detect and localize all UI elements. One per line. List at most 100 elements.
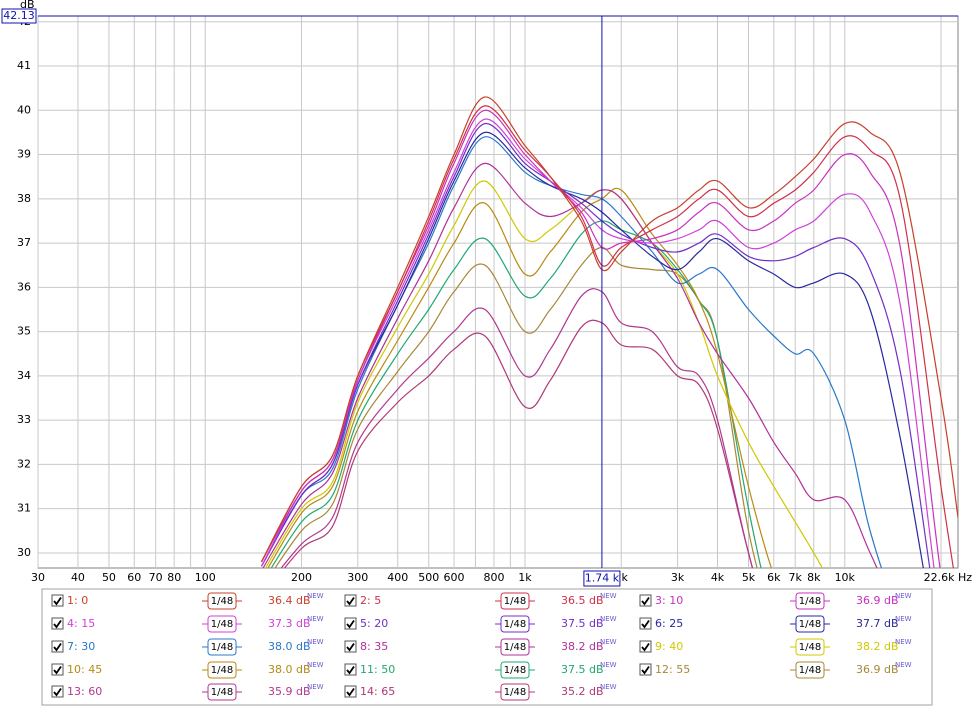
legend-new: NEW <box>600 661 617 669</box>
x-tick-label: 70 <box>149 571 163 584</box>
legend-check <box>53 642 62 652</box>
smoothing-box <box>500 615 530 633</box>
x-tick-label: 600 <box>444 571 465 584</box>
smoothing-label: 1/48 <box>211 687 233 698</box>
legend-name: 3: 10 <box>655 594 683 607</box>
smoothing-label: 1/48 <box>504 687 526 698</box>
cursor-x-label: 1.74 k <box>585 572 620 585</box>
legend-checkbox <box>344 685 357 698</box>
smoothing-box <box>795 592 825 610</box>
smoothing-box <box>207 592 237 610</box>
smoothing-label: 1/48 <box>211 642 233 653</box>
legend-check <box>346 619 355 629</box>
smoothing-box <box>207 683 237 701</box>
smoothing-box <box>500 638 530 656</box>
smoothing-box <box>500 683 530 701</box>
smoothing-label: 1/48 <box>799 596 821 607</box>
legend-new: NEW <box>895 592 912 600</box>
x-tick-label: 50 <box>102 571 116 584</box>
legend-name: 14: 65 <box>360 685 395 698</box>
smoothing-label: 1/48 <box>799 642 821 653</box>
legend-check <box>53 619 62 629</box>
legend-name: 7: 30 <box>67 640 95 653</box>
cursor-y-box <box>1 8 37 24</box>
cursor-x-box <box>583 570 621 587</box>
x-tick-label: 30 <box>31 571 45 584</box>
smoothing-box <box>207 661 237 679</box>
y-tick-label: 38 <box>17 192 31 205</box>
curves <box>260 96 958 568</box>
legend-name: 12: 55 <box>655 663 690 676</box>
legend-checkbox <box>639 640 652 653</box>
smoothing-label: 1/48 <box>799 619 821 630</box>
legend-name: 13: 60 <box>67 685 102 698</box>
cursor-y-label: 42.13 <box>3 9 35 22</box>
legend-name: 4: 15 <box>67 617 95 630</box>
legend-value: 37.5 dB <box>561 617 604 630</box>
y-tick-label: 36 <box>17 280 31 293</box>
legend-name: 8: 35 <box>360 640 388 653</box>
legend-new: NEW <box>307 615 324 623</box>
legend-name: 9: 40 <box>655 640 683 653</box>
smoothing-box <box>795 615 825 633</box>
legend-checkbox <box>639 594 652 607</box>
legend-new: NEW <box>600 683 617 691</box>
legend-checkbox <box>344 594 357 607</box>
smoothing-label: 1/48 <box>799 665 821 676</box>
y-tick-label: 37 <box>17 236 31 249</box>
smoothing-box <box>795 638 825 656</box>
series-line <box>260 123 931 568</box>
x-tick-label: 300 <box>347 571 368 584</box>
legend-checkbox <box>51 617 64 630</box>
legend-name: 6: 25 <box>655 617 683 630</box>
legend-checkbox <box>51 640 64 653</box>
legend-new: NEW <box>895 638 912 646</box>
x-tick-label: 100 <box>195 571 216 584</box>
legend-new: NEW <box>895 615 912 623</box>
legend-new: NEW <box>307 638 324 646</box>
legend-check <box>641 619 650 629</box>
smoothing-label: 1/48 <box>211 596 233 607</box>
legend-value: 37.5 dB <box>561 663 604 676</box>
legend-name: 1: 0 <box>67 594 88 607</box>
x-tick-label: 8k <box>807 571 821 584</box>
plot-area <box>37 15 959 569</box>
legend-panel <box>41 588 933 706</box>
legend-new: NEW <box>600 615 617 623</box>
legend-check <box>346 687 355 697</box>
smoothing-box <box>207 615 237 633</box>
y-tick-label: 34 <box>17 369 31 382</box>
x-tick-label: 40 <box>71 571 85 584</box>
x-tick-label: 3k <box>671 571 685 584</box>
legend-value: 38.0 dB <box>268 640 311 653</box>
legend-checkbox <box>51 685 64 698</box>
legend-new: NEW <box>307 683 324 691</box>
legend-new: NEW <box>895 661 912 669</box>
y-tick-label: 39 <box>17 148 31 161</box>
smoothing-box <box>500 592 530 610</box>
legend-check <box>53 687 62 697</box>
series-line <box>260 96 958 563</box>
smoothing-label: 1/48 <box>211 665 233 676</box>
y-axis-label: dB <box>20 0 35 11</box>
x-tick-label: 60 <box>127 571 141 584</box>
smoothing-label: 1/48 <box>211 619 233 630</box>
legend-checkbox <box>344 640 357 653</box>
smoothing-label: 1/48 <box>504 665 526 676</box>
x-tick-label: 5k <box>742 571 756 584</box>
series-line <box>274 246 758 568</box>
x-tick-label: 7k <box>789 571 803 584</box>
legend-value: 38.2 dB <box>856 640 899 653</box>
series-line <box>260 131 924 568</box>
legend-check <box>346 642 355 652</box>
y-tick-label: 30 <box>17 546 31 559</box>
x-tick-label: 800 <box>483 571 504 584</box>
legend-value: 36.9 dB <box>856 594 899 607</box>
legend-checkbox <box>51 594 64 607</box>
legend-value: 36.4 dB <box>268 594 311 607</box>
legend-value: 35.2 dB <box>561 685 604 698</box>
legend-check <box>53 665 62 675</box>
smoothing-box <box>795 661 825 679</box>
legend-checkbox <box>344 663 357 676</box>
